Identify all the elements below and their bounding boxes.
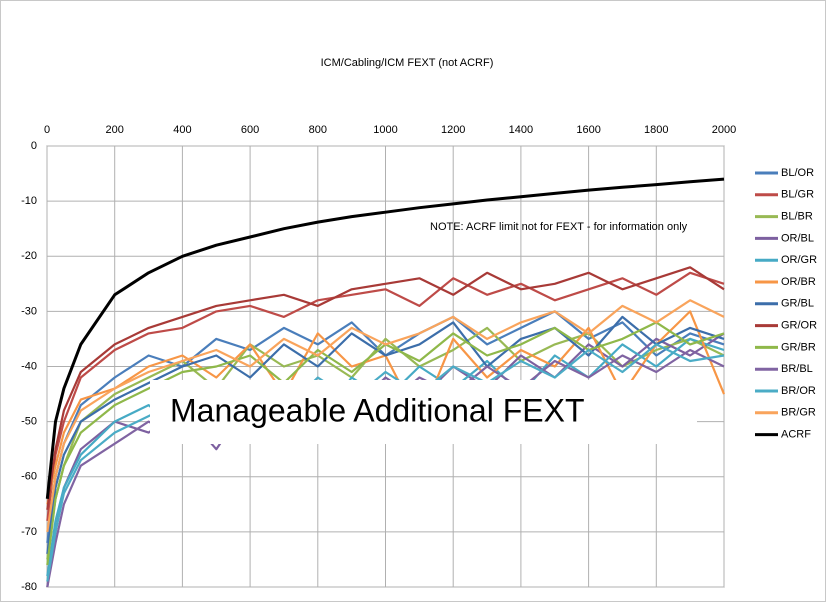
- data-line: [46, 310, 725, 544]
- x-tick-label: 1600: [576, 124, 600, 136]
- y-tick-label: -60: [21, 471, 37, 483]
- annotation-box: [150, 380, 697, 444]
- chart-title: ICM/Cabling/ICM FEXT (not ACRF): [321, 57, 494, 69]
- y-tick-label: -40: [21, 360, 37, 372]
- legend-label: BR/GR: [781, 407, 816, 419]
- legend-label: OR/BL: [781, 232, 814, 244]
- legend-label: GR/BR: [781, 341, 816, 353]
- x-tick-label: 0: [44, 124, 50, 136]
- data-line: [46, 271, 725, 522]
- data-line: [46, 321, 725, 566]
- y-tick-label: -10: [21, 195, 37, 207]
- data-line: [46, 337, 725, 577]
- annotation: NOTE: ACRF limit not for FEXT - for info…: [430, 221, 688, 233]
- data-line: [46, 310, 726, 505]
- x-tick-label: 600: [241, 124, 259, 136]
- data-line: [45, 177, 725, 499]
- legend-label: BR/BL: [781, 363, 813, 375]
- legend-label: GR/BL: [781, 298, 814, 310]
- x-tick-label: 2000: [712, 124, 736, 136]
- legend-label: BL/OR: [781, 167, 814, 179]
- y-tick-label: -50: [21, 416, 37, 428]
- x-tick-label: 800: [309, 124, 327, 136]
- data-line: [46, 315, 725, 555]
- y-tick-label: -20: [21, 250, 37, 262]
- y-tick-label: -70: [21, 526, 37, 538]
- y-tick-label: 0: [31, 140, 37, 152]
- data-line: [46, 299, 725, 533]
- x-tick-label: 1400: [509, 124, 533, 136]
- legend-label: BL/BR: [781, 211, 813, 223]
- y-tick-label: -30: [21, 305, 37, 317]
- annotation: Manageable Additional FEXT: [170, 392, 584, 428]
- x-tick-label: 1200: [441, 124, 465, 136]
- legend-label: OR/BR: [781, 276, 816, 288]
- y-tick-label: -80: [21, 581, 37, 593]
- legend-label: BR/OR: [781, 385, 816, 397]
- x-tick-label: 1800: [644, 124, 668, 136]
- legend-label: BL/GR: [781, 189, 814, 201]
- x-tick-label: 400: [173, 124, 191, 136]
- legend-label: OR/GR: [781, 254, 817, 266]
- x-tick-label: 1000: [373, 124, 397, 136]
- legend-label: GR/OR: [781, 320, 817, 332]
- x-tick-label: 200: [106, 124, 124, 136]
- data-line: [46, 266, 725, 510]
- legend-label: ACRF: [781, 429, 811, 441]
